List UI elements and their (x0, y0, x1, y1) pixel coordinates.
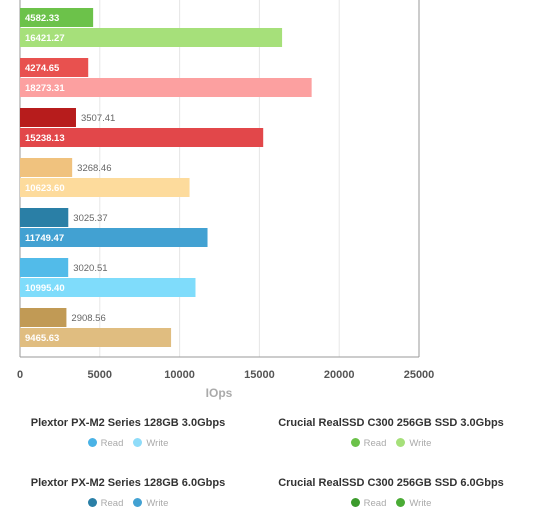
data-label-g6-write: 10995.40 (25, 283, 65, 294)
legend-swatch (133, 498, 143, 507)
x-tick-label-20000: 20000 (324, 369, 355, 381)
data-label-g5-read: 3025.37 (73, 213, 107, 224)
data-label-g2-write: 18273.31 (25, 83, 65, 94)
legend-title: Crucial RealSSD C300 256GB SSD 6.0Gbps (278, 477, 504, 489)
legend-items: Read Write (0, 498, 268, 509)
x-tick-label-25000: 25000 (404, 369, 435, 381)
legend-title: Crucial RealSSD C300 256GB SSD 3.0Gbps (278, 417, 504, 429)
legend-swatch (350, 498, 360, 507)
data-label-g4-read: 3268.46 (77, 163, 111, 174)
data-label-g2-read: 4274.65 (25, 63, 60, 74)
data-label-g7-read: 2908.56 (71, 313, 105, 324)
data-label-g6-read: 3020.51 (73, 263, 107, 274)
legend-item-write[interactable]: Write (133, 438, 168, 449)
legend-item-read[interactable]: Read (87, 498, 124, 509)
bar-g3-write (20, 128, 264, 147)
legend-items: Read Write (251, 438, 531, 449)
legend-title: Plextor PX-M2 Series 128GB 6.0Gbps (30, 477, 226, 489)
legend-item-label: Write (146, 498, 169, 509)
legend-item-write[interactable]: Write (396, 438, 431, 449)
x-axis-title: IOps (206, 386, 233, 400)
legend-swatch (396, 438, 406, 447)
legend-entry: Crucial RealSSD C300 256GB SSD 3.0Gbps Re… (251, 417, 531, 449)
bar-g7-read (20, 308, 67, 327)
legend-item-read[interactable]: Read (87, 438, 124, 449)
legend-item-write[interactable]: Write (133, 498, 168, 509)
bar-g7-write (20, 328, 172, 347)
legend-item-write[interactable]: Write (396, 498, 431, 509)
data-label-g1-read: 4582.33 (25, 13, 59, 24)
bar-g5-read (20, 208, 69, 227)
data-label-g4-write: 10623.60 (25, 183, 65, 194)
bar-g2-read (20, 58, 89, 77)
legend-items: Read Write (251, 498, 531, 509)
legend-entry: Plextor PX-M2 Series 128GB 6.0Gbps Read Wr… (0, 477, 268, 509)
bars: 4582.33 16421.27 4274.65 18273.31 3507.41 152… (20, 8, 312, 347)
data-label-g1-write: 16421.27 (25, 33, 65, 44)
bar-g2-write (20, 78, 312, 97)
data-label-g5-write: 11749.47 (25, 233, 64, 244)
legend-item-label: Write (146, 438, 169, 449)
bar-g1-read (20, 8, 94, 27)
iops-bar-chart: 4582.33 16421.27 4274.65 18273.31 3507.41 152… (17, 0, 434, 400)
bar-g6-read (20, 258, 69, 277)
legend-item-label: Read (100, 498, 124, 509)
legend-swatch (87, 498, 97, 507)
legend-title: Plextor PX-M2 Series 128GB 3.0Gbps (30, 417, 226, 429)
legend-item-read[interactable]: Read (350, 438, 387, 449)
bar-g5-write (20, 228, 208, 247)
legend-item-label: Read (363, 498, 387, 509)
x-tick-label-15000: 15000 (244, 369, 275, 381)
data-label-g7-write: 9465.63 (25, 333, 59, 344)
legend-item-label: Read (363, 438, 387, 449)
x-tick-label-0: 0 (17, 369, 23, 381)
bar-g1-write (20, 28, 283, 47)
x-tick-label-5000: 5000 (88, 369, 112, 381)
legend-entry: Crucial RealSSD C300 256GB SSD 6.0Gbps Re… (251, 477, 531, 509)
legend-item-label: Write (409, 438, 432, 449)
data-label-g3-read: 3507.41 (81, 113, 115, 124)
legend-item-label: Write (409, 498, 432, 509)
bar-g4-read (20, 158, 73, 177)
legend-item-read[interactable]: Read (350, 498, 387, 509)
x-tick-label-10000: 10000 (164, 369, 195, 381)
data-label-g3-write: 15238.13 (25, 133, 65, 144)
legend-item-label: Read (100, 438, 124, 449)
legend-entry: Plextor PX-M2 Series 128GB 3.0Gbps Read Wr… (0, 417, 268, 449)
bar-g6-write (20, 278, 196, 297)
bar-g3-read (20, 108, 76, 127)
legend-swatch (87, 438, 97, 447)
x-axis: 0 5000 10000 15000 20000 25000 IOps (17, 369, 434, 400)
bar-g4-write (20, 178, 190, 197)
legend-items: Read Write (0, 438, 268, 449)
legend-swatch (350, 438, 360, 447)
legend-swatch (133, 438, 143, 447)
legend-swatch (396, 498, 406, 507)
